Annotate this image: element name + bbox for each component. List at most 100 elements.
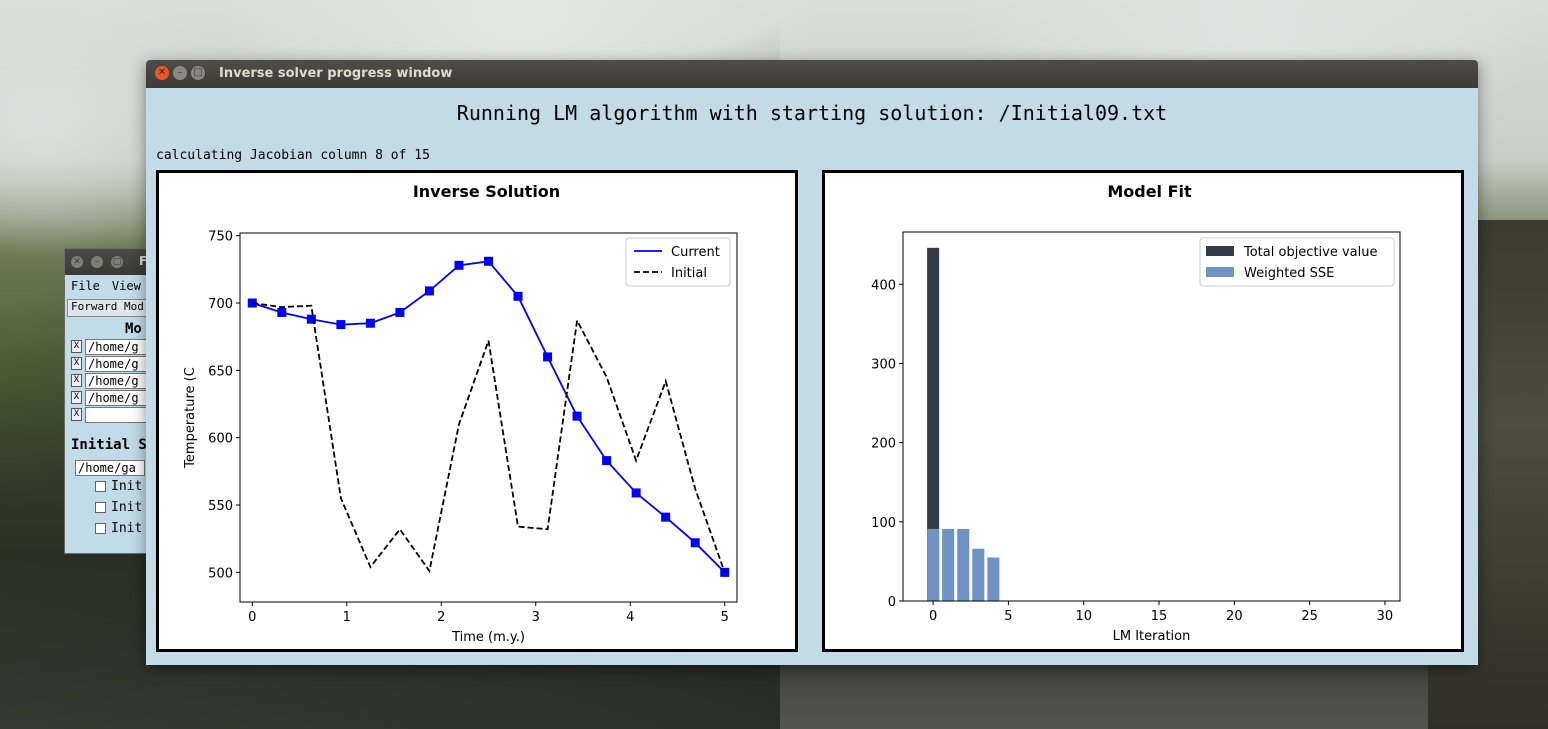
bar bbox=[942, 528, 955, 601]
section-heading-model: Mo bbox=[125, 321, 142, 337]
chart-title: Inverse Solution bbox=[413, 182, 560, 201]
bar bbox=[987, 557, 1000, 601]
model-row: X /home/g bbox=[71, 389, 205, 406]
algorithm-heading: Running LM algorithm with starting solut… bbox=[456, 101, 1168, 125]
model-row: X /home/g bbox=[71, 338, 205, 355]
data-point bbox=[306, 314, 316, 324]
legend-swatch bbox=[1206, 267, 1234, 277]
background-window-title: F bbox=[139, 254, 148, 268]
data-point bbox=[484, 256, 493, 266]
window-title: Inverse solver progress window bbox=[219, 66, 453, 81]
option-label: Init bbox=[111, 521, 143, 536]
x-tick-label: 25 bbox=[1301, 609, 1318, 624]
initial-option[interactable]: Init bbox=[95, 497, 205, 518]
bar bbox=[957, 528, 970, 601]
y-tick-label: 500 bbox=[208, 566, 233, 581]
x-tick-label: 5 bbox=[721, 610, 729, 625]
initial-path-field[interactable]: /home/ga bbox=[75, 459, 145, 476]
menu-bar: File View bbox=[65, 275, 205, 297]
inverse-solution-plot: Inverse Solution 0 1 2 3 4 5 500 550 600 650 700 750… bbox=[183, 182, 738, 645]
menu-file[interactable]: File bbox=[71, 279, 100, 293]
initial-option[interactable]: Init bbox=[95, 476, 205, 497]
x-tick-label: 0 bbox=[248, 610, 256, 625]
menu-view[interactable]: View bbox=[111, 279, 141, 293]
minimize-icon[interactable]: – bbox=[173, 66, 187, 80]
model-row: X /home/g bbox=[71, 372, 205, 389]
x-tick-label: 5 bbox=[1004, 609, 1012, 624]
y-axis-label: Temperature (C bbox=[183, 367, 198, 469]
legend-label: Initial bbox=[671, 266, 707, 281]
option-checkbox[interactable] bbox=[95, 523, 106, 534]
model-path-field[interactable]: /home/g bbox=[85, 389, 159, 406]
model-row: X bbox=[71, 406, 205, 423]
minimize-icon[interactable]: – bbox=[91, 256, 103, 268]
data-point bbox=[543, 352, 553, 362]
model-path-field[interactable]: /home/g bbox=[85, 338, 159, 355]
initial-option[interactable]: Init bbox=[95, 518, 205, 539]
option-label: Init bbox=[111, 500, 143, 515]
option-checkbox[interactable] bbox=[95, 481, 106, 492]
y-tick-label: 650 bbox=[208, 364, 233, 379]
x-tick-label: 4 bbox=[626, 610, 634, 625]
data-point bbox=[395, 307, 405, 317]
model-checkbox[interactable]: X bbox=[71, 340, 82, 353]
model-checkbox[interactable]: X bbox=[71, 391, 82, 404]
series-line-current bbox=[252, 260, 726, 574]
x-tick-label: 0 bbox=[929, 609, 937, 624]
data-point bbox=[336, 320, 346, 330]
x-axis-label: LM Iteration bbox=[1113, 629, 1191, 644]
bar bbox=[927, 247, 940, 601]
status-text: calculating Jacobian column 8 of 15 bbox=[156, 148, 430, 163]
data-point bbox=[365, 318, 375, 328]
inverse-solution-chart: Inverse Solution 0 1 2 3 4 5 500 550 600 650 700 750… bbox=[156, 170, 798, 652]
y-tick-label: 300 bbox=[871, 357, 896, 372]
model-checkbox[interactable]: X bbox=[71, 374, 82, 387]
close-icon[interactable]: ✕ bbox=[71, 256, 83, 268]
option-label: Init bbox=[111, 479, 143, 494]
bar bbox=[972, 548, 985, 601]
x-tick-label: 10 bbox=[1075, 609, 1092, 624]
series-line-initial bbox=[252, 302, 726, 574]
data-point bbox=[424, 286, 434, 296]
model-row: X /home/g bbox=[71, 355, 205, 372]
x-tick-label: 2 bbox=[437, 610, 445, 625]
legend-label: Weighted SSE bbox=[1244, 266, 1334, 281]
option-checkbox[interactable] bbox=[95, 502, 106, 513]
inverse-solver-window[interactable]: ✕ – □ Inverse solver progress window Run… bbox=[146, 60, 1478, 665]
data-point bbox=[247, 298, 257, 308]
y-tick-label: 700 bbox=[208, 297, 233, 312]
y-tick-label: 600 bbox=[208, 432, 233, 447]
x-axis-label: Time (m.y.) bbox=[451, 630, 525, 645]
legend-label: Total objective value bbox=[1243, 245, 1378, 260]
window-titlebar[interactable]: ✕ – □ Inverse solver progress window bbox=[146, 60, 1478, 88]
y-tick-label: 100 bbox=[871, 516, 896, 531]
close-icon[interactable]: ✕ bbox=[155, 66, 169, 80]
data-point bbox=[277, 307, 287, 317]
legend-label: Current bbox=[671, 245, 720, 260]
legend-box bbox=[625, 237, 731, 287]
model-checkbox[interactable]: X bbox=[71, 408, 82, 421]
maximize-icon[interactable]: □ bbox=[111, 256, 123, 268]
maximize-icon[interactable]: □ bbox=[191, 66, 205, 80]
chart-title: Model Fit bbox=[1107, 182, 1192, 201]
model-fit-chart: Model Fit 0 5 10 15 20 25 30 0 100 200 300 400 LM Ite… bbox=[822, 170, 1464, 652]
initial-row: /home/ga bbox=[75, 459, 205, 476]
y-tick-label: 550 bbox=[208, 499, 233, 514]
data-point bbox=[572, 411, 582, 421]
x-tick-label: 15 bbox=[1151, 609, 1168, 624]
x-tick-label: 20 bbox=[1226, 609, 1243, 624]
data-point bbox=[513, 291, 523, 301]
data-point bbox=[454, 260, 464, 270]
y-tick-label: 200 bbox=[871, 437, 896, 452]
plot-frame bbox=[902, 231, 1401, 602]
x-tick-label: 30 bbox=[1377, 609, 1394, 624]
y-tick-label: 0 bbox=[888, 595, 896, 610]
data-point bbox=[602, 456, 612, 466]
model-path-field[interactable]: /home/g bbox=[85, 372, 159, 389]
data-point bbox=[631, 488, 641, 498]
model-checkbox[interactable]: X bbox=[71, 357, 82, 370]
model-path-field[interactable]: /home/g bbox=[85, 355, 159, 372]
legend-swatch bbox=[1206, 246, 1234, 256]
plot-frame bbox=[239, 232, 738, 603]
data-point bbox=[690, 538, 700, 548]
